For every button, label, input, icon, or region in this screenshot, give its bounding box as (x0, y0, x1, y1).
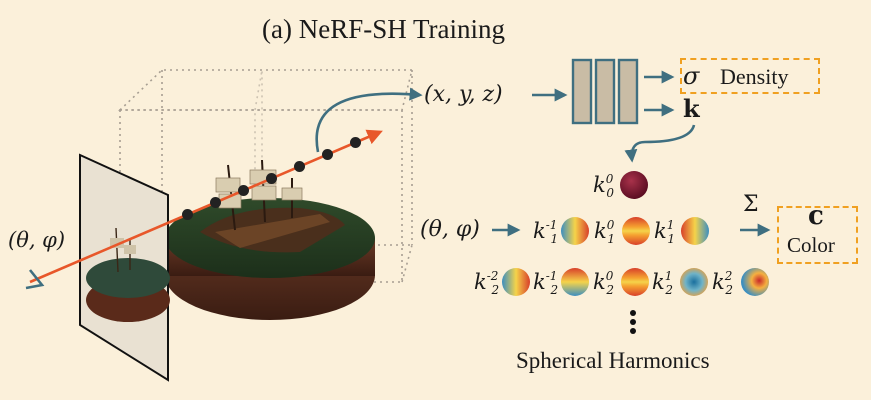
more-orders-ellipsis (630, 310, 636, 334)
sample-point (266, 173, 277, 184)
ray-sample-points (182, 137, 361, 220)
sh-sphere-1-m1 (561, 217, 589, 245)
mlp-layer (571, 58, 593, 125)
sh-sphere-2-0 (621, 268, 649, 296)
sh-caption: Spherical Harmonics (516, 348, 710, 373)
scene-ship-diorama (165, 159, 375, 320)
sh-spheres (502, 171, 769, 296)
image-plane (79, 153, 170, 382)
view-direction-label: (θ, φ) (420, 217, 480, 242)
c-symbol: c (808, 201, 824, 231)
sh-sphere-2-1 (680, 268, 708, 296)
ray-to-input-arrow (315, 87, 423, 153)
sh-coef-1-1: k11 (654, 218, 676, 246)
sh-coef-1-m1: k-11 (533, 218, 559, 246)
sh-coef-2-1: k12 (652, 269, 674, 297)
sample-point (238, 185, 249, 196)
sh-coef-1-0: k01 (594, 218, 616, 246)
sh-coef-0-0: k00 (593, 172, 615, 200)
density-label: Density (720, 64, 789, 89)
sh-coef-2-m2: k-22 (474, 269, 500, 297)
sigma-symbol: σ (683, 62, 700, 90)
color-label: Color (787, 233, 835, 257)
sh-sphere-1-0 (622, 217, 650, 245)
sh-sphere-0-0 (620, 171, 648, 199)
sh-coef-2-2: k22 (712, 269, 734, 297)
mlp-layer (617, 58, 639, 125)
color-output-box (777, 206, 858, 264)
sample-point (210, 197, 221, 208)
sh-sphere-2-m2 (502, 268, 530, 296)
k-symbol: k (683, 94, 700, 123)
sample-point (294, 161, 305, 172)
mlp-layer (594, 58, 616, 125)
mlp-network (571, 58, 639, 125)
sh-coef-2-0: k02 (593, 269, 615, 297)
sample-point (182, 209, 193, 220)
sh-sphere-2-m1 (561, 268, 589, 296)
view-direction-label-left: (θ, φ) (8, 228, 66, 252)
sh-sphere-2-2 (741, 268, 769, 296)
sample-point (322, 149, 333, 160)
sum-symbol: Σ (743, 192, 759, 217)
sh-coef-2-m1: k-12 (533, 269, 559, 297)
density-output-box (680, 58, 820, 94)
k-to-coefficients-arrow (624, 124, 696, 163)
sh-sphere-1-1 (681, 217, 709, 245)
sample-point (350, 137, 361, 148)
camera-ray (25, 129, 383, 290)
position-input-label: (x, y, z) (424, 82, 503, 107)
figure-title: (a) NeRF-SH Training (262, 14, 506, 44)
camera-icon (25, 269, 45, 290)
